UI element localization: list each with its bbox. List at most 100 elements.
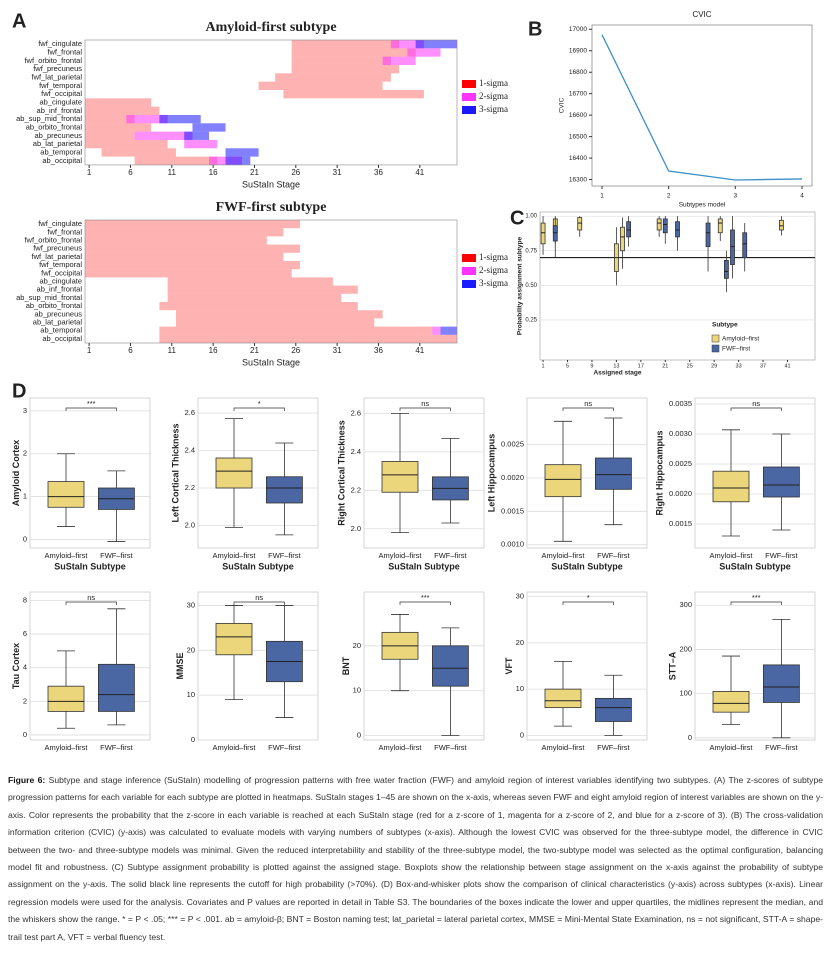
significance-bracket [233,407,285,411]
y-tick-label: 30 [516,592,524,601]
box [730,229,735,265]
significance-label: ns [421,399,429,408]
row-label: ab_sup_mid_frontal [16,114,82,123]
y-tick-label: 2.2 [185,483,195,492]
box [712,691,750,713]
y-axis-title: Tau Cortex [11,643,21,689]
figure-caption: Figure 6: Subtype and stage inference (S… [8,772,823,956]
heatmap-cell-run [184,139,218,149]
box [778,219,784,231]
y-axis-title: Right Cortical Thickness [336,420,346,526]
heatmap-cell-run [85,139,168,149]
x-tick-label: Amyloid–first [45,551,89,560]
heatmap-title: FWF-first subtype [216,200,327,215]
heatmap-cell-run [85,228,284,237]
heatmap-frame [84,39,458,166]
significance-bracket [399,601,451,605]
significance-label: ns [752,399,760,408]
y-tick-label: 30 [187,600,195,609]
y-tick-label: 0.0030 [669,429,692,438]
x-tick-label: Amyloid–first [45,743,89,752]
row-label: fwf_lat_parietal [32,72,83,81]
x-tick-label: Amyloid–first [379,743,423,752]
x-tick-label: 1 [87,168,92,177]
y-tick-label: 0 [520,730,524,739]
x-tick-label: 1 [600,193,604,200]
row-label: ab_occipital [42,334,82,343]
heatmap-cell-run [134,131,193,140]
x-tick-label: 11 [168,346,177,355]
y-tick-label: 8 [23,595,27,604]
x-axis-title: SuStaIn Subtype [551,561,623,571]
box [265,476,303,504]
x-axis-title: SuStaIn Subtype [54,561,126,571]
figure: A B C D Amyloid-first subtype fwf_cingula… [11,10,816,752]
box [431,645,469,687]
box [595,457,632,490]
heatmap-cell-run [134,156,218,165]
caption-text: Subtype and stage inference (SuStaIn) mo… [8,775,823,942]
box [763,664,800,703]
y-tick-label: 0.0015 [501,506,524,515]
significance-bracket [730,407,782,411]
heatmap-cell-run [159,334,457,343]
significance-label: ns [255,593,263,602]
significance-label: *** [752,593,761,602]
x-tick-label: 41 [415,346,424,355]
x-tick-label: 11 [168,168,177,177]
y-tick-label: 0 [191,735,195,744]
legend-label: 3-sigma [479,278,508,288]
y-tick-label: 0.0010 [501,540,524,549]
heatmap-cell-run [85,106,160,115]
heatmap-cell-run [175,310,383,319]
heatmap-cell-run [175,318,375,327]
y-tick-label: 0.25 [525,317,537,323]
x-tick-label: 36 [374,346,383,355]
x-tick-label: 4 [800,193,804,200]
row-label: ab_orbito_frontal [26,122,83,131]
box [552,225,558,242]
box [215,622,253,656]
row-label: fwf_lat_parietal [32,252,83,261]
heatmap-cell-run [159,114,201,124]
panel-label: D [12,380,26,402]
significance-label: *** [87,399,96,408]
x-tick-label: FWF–first [268,551,301,560]
x-tick-label: 6 [128,168,133,177]
significance-bracket [65,601,117,605]
box [742,232,748,259]
heatmap-cell-run [291,40,400,49]
box [763,466,800,498]
x-tick-label: FWF–first [597,743,630,752]
y-tick-label: 2.6 [351,408,361,417]
y-tick-label: 16300 [569,176,587,183]
box [595,697,632,722]
x-tick-label: 21 [662,363,668,369]
y-tick-label: 100 [679,689,692,698]
significance-bracket [399,407,451,411]
box [544,688,582,709]
significance-label: * [258,399,261,408]
heatmap-cell-run [192,123,226,132]
box [47,685,85,712]
plot-frame [591,24,813,187]
y-axis-title: Right Hippocampus [655,431,665,516]
x-axis-title: Subtypes model [679,202,726,209]
x-tick-label: FWF–first [100,743,133,752]
y-tick-label: 16500 [569,133,587,140]
significance-bracket [562,407,614,411]
row-label: ab_inf_frontal [37,285,83,294]
x-tick-label: 2 [667,193,671,200]
box [98,663,135,712]
y-axis-title: Amyloid Cortex [11,440,21,507]
panel-label: A [12,10,26,32]
row-label: ab_sup_mid_frontal [16,293,82,302]
x-axis-title: SuStaIn Subtype [388,561,460,571]
y-axis-title: Left Hippocampus [487,434,497,513]
row-label: fwf_cingulate [38,39,82,48]
y-tick-label: 2.0 [185,520,195,529]
significance-bracket [562,601,614,605]
heatmap-cell-run [291,48,416,57]
y-tick-label: 16800 [569,69,587,76]
